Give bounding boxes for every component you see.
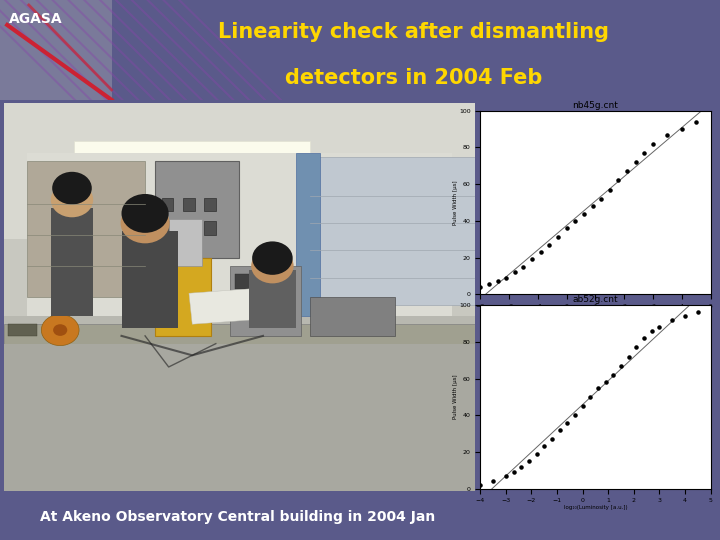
- Point: [546, 435, 558, 443]
- Point: [474, 481, 486, 489]
- Point: [561, 224, 572, 233]
- Bar: [122, 231, 178, 328]
- Point: [616, 361, 627, 370]
- Bar: [0, 0, 112, 100]
- Point: [639, 148, 650, 157]
- Point: [679, 312, 690, 320]
- Point: [531, 449, 542, 458]
- Y-axis label: Pulse Width [μs]: Pulse Width [μs]: [452, 180, 457, 225]
- Bar: [27, 153, 451, 316]
- Point: [526, 255, 538, 264]
- Bar: [4, 343, 475, 491]
- Point: [676, 125, 688, 133]
- Point: [587, 202, 598, 211]
- Point: [535, 248, 546, 256]
- Bar: [4, 316, 475, 491]
- Point: [631, 343, 642, 352]
- Circle shape: [120, 203, 170, 244]
- Bar: [189, 288, 263, 324]
- Point: [544, 240, 555, 249]
- Bar: [183, 198, 194, 212]
- Point: [608, 370, 619, 379]
- Point: [516, 462, 527, 471]
- Point: [600, 378, 611, 387]
- Point: [604, 185, 616, 194]
- Bar: [230, 266, 301, 336]
- Y-axis label: Pulse Width [μs]: Pulse Width [μs]: [452, 375, 457, 419]
- Bar: [27, 161, 145, 297]
- Circle shape: [50, 183, 93, 217]
- Bar: [4, 324, 475, 343]
- Bar: [50, 207, 93, 316]
- Text: At Akeno Observatory Central building in 2004 Jan: At Akeno Observatory Central building in…: [40, 510, 435, 524]
- Circle shape: [251, 248, 294, 284]
- Point: [623, 352, 634, 361]
- Point: [578, 209, 590, 218]
- Text: AGASA: AGASA: [9, 12, 62, 26]
- Point: [593, 383, 604, 392]
- Bar: [168, 219, 202, 266]
- Title: nb45g.cnt: nb45g.cnt: [572, 101, 618, 110]
- Bar: [4, 239, 475, 316]
- X-axis label: log₁₀(Luminosity [a.u.]): log₁₀(Luminosity [a.u.]): [564, 505, 627, 510]
- Text: detectors in 2004 Feb: detectors in 2004 Feb: [285, 68, 543, 88]
- Point: [662, 130, 673, 139]
- Point: [690, 117, 702, 126]
- Point: [570, 411, 581, 420]
- Point: [554, 426, 565, 434]
- Point: [562, 418, 573, 427]
- Point: [692, 308, 703, 317]
- Point: [577, 402, 588, 410]
- Bar: [74, 141, 310, 161]
- Bar: [310, 157, 475, 305]
- Point: [630, 158, 642, 166]
- Title: ab52g.cnt: ab52g.cnt: [572, 295, 618, 305]
- Text: Linearity check after dismantling: Linearity check after dismantling: [218, 22, 610, 42]
- Point: [500, 273, 512, 282]
- Circle shape: [122, 194, 168, 233]
- Point: [500, 471, 512, 480]
- Bar: [204, 221, 216, 235]
- Bar: [204, 198, 216, 212]
- Point: [552, 233, 564, 242]
- Bar: [161, 198, 174, 212]
- Bar: [235, 274, 292, 289]
- Point: [585, 393, 596, 401]
- Point: [487, 477, 499, 485]
- Point: [509, 268, 521, 276]
- Bar: [9, 324, 37, 336]
- Bar: [155, 161, 239, 258]
- Bar: [161, 221, 174, 235]
- Circle shape: [41, 314, 79, 346]
- Point: [621, 167, 633, 176]
- Point: [492, 277, 503, 286]
- Point: [570, 217, 581, 225]
- Point: [518, 262, 529, 271]
- Bar: [183, 221, 194, 235]
- Circle shape: [53, 324, 67, 336]
- Point: [639, 334, 650, 342]
- Point: [647, 139, 659, 148]
- Point: [654, 323, 665, 332]
- Point: [595, 194, 607, 203]
- Point: [539, 442, 550, 451]
- Bar: [249, 270, 296, 328]
- Circle shape: [252, 241, 293, 275]
- X-axis label: log₁₀(Luminosity [a.u.]): log₁₀(Luminosity [a.u.]): [564, 310, 627, 315]
- Bar: [155, 258, 211, 336]
- Point: [508, 468, 519, 476]
- Bar: [4, 103, 475, 239]
- Point: [613, 176, 624, 185]
- Point: [474, 282, 486, 291]
- Bar: [296, 153, 320, 316]
- Point: [667, 315, 678, 324]
- Point: [646, 327, 657, 335]
- Bar: [310, 297, 395, 336]
- Circle shape: [52, 172, 91, 205]
- Point: [483, 280, 495, 288]
- Point: [523, 457, 535, 465]
